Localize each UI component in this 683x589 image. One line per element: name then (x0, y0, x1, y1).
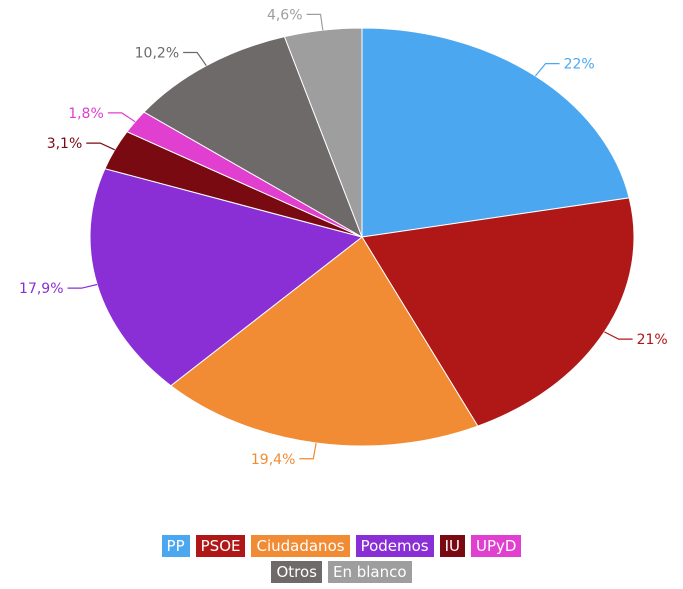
data-label-ciudadanos: 19,4% (251, 452, 295, 468)
legend-item-upyd[interactable]: UPyD (471, 535, 522, 557)
slice-otros (143, 36, 363, 239)
leader-line-podemos (67, 283, 98, 289)
slice-pp (361, 27, 630, 238)
leader-line-upyd (107, 112, 136, 123)
legend-item-podemos[interactable]: Podemos (355, 535, 434, 557)
slice-psoe (361, 197, 635, 427)
data-label-podemos: 17,9% (19, 281, 63, 297)
legend-item-otros[interactable]: Otros (271, 561, 322, 583)
leader-line-ciudadanos (299, 442, 317, 460)
leader-line-iu (86, 142, 116, 151)
legend-item-pp[interactable]: PP (161, 535, 190, 557)
pie-slices (89, 27, 635, 447)
legend-item-iu[interactable]: IU (439, 535, 466, 557)
data-label-otros: 10,2% (135, 46, 179, 62)
data-label-iu: 3,1% (47, 136, 83, 152)
data-label-psoe: 21% (637, 332, 668, 348)
legend: PP PSOE Ciudadanos Podemos IU UPyD Otros En bla… (0, 535, 683, 583)
legend-item-en-blanco[interactable]: En blanco (327, 561, 412, 583)
leader-line-psoe (604, 331, 633, 340)
data-label-pp: 22% (564, 57, 595, 73)
data-label-upyd: 1,8% (68, 106, 104, 122)
slice-ciudadanos (170, 236, 479, 447)
pie-chart: 22% 21% 19,4% 17,9% 3,1% 1,8% 10,2% 4,6% (19, 7, 668, 467)
data-label-en-blanco: 4,6% (267, 7, 303, 23)
legend-item-psoe[interactable]: PSOE (195, 535, 246, 557)
leader-line-otros (183, 51, 207, 66)
leader-line-en-blanco (306, 13, 324, 31)
pie-labels: 22% 21% 19,4% 17,9% 3,1% 1,8% 10,2% 4,6% (19, 7, 668, 467)
legend-item-ciudadanos[interactable]: Ciudadanos (251, 535, 350, 557)
slice-en-blanco (283, 27, 363, 238)
leader-line-pp (534, 63, 560, 77)
slice-podemos (89, 168, 364, 387)
